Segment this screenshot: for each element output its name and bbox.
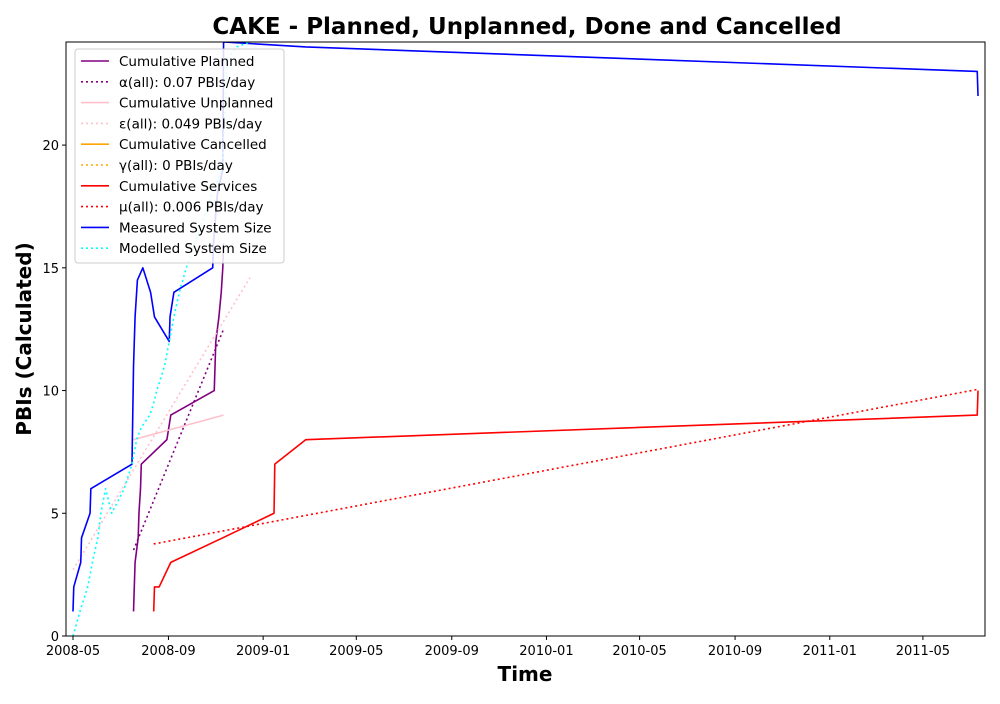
y-tick-label: 5 xyxy=(51,507,59,522)
legend-label: Cumulative Cancelled xyxy=(119,137,267,153)
chart-axes: 2008-05 2008-09 2009-01 2009-05 2009-09 2010-… xyxy=(42,139,950,659)
legend-label: Modelled System Size xyxy=(119,241,267,257)
x-tick-label: 2008-09 xyxy=(141,644,195,659)
y-tick-label: 20 xyxy=(42,139,59,154)
x-tick-label: 2010-09 xyxy=(708,644,762,659)
chart-marks xyxy=(72,42,979,636)
x-tick-label: 2009-05 xyxy=(329,644,383,659)
legend-label: Cumulative Planned xyxy=(119,54,255,70)
legend-label: Measured System Size xyxy=(119,220,272,236)
x-tick-label: 2010-01 xyxy=(519,644,573,659)
series-line-0 xyxy=(132,243,225,612)
plot-frame xyxy=(65,41,986,637)
legend-label: Cumulative Unplanned xyxy=(119,96,273,112)
y-tick-label: 10 xyxy=(42,385,59,400)
x-tick-label: 2010-05 xyxy=(612,644,666,659)
y-tick-label: 15 xyxy=(42,262,59,277)
legend-label: ε(all): 0.049 PBIs/day xyxy=(119,116,262,132)
legend-box xyxy=(74,48,285,264)
x-tick-label: 2009-01 xyxy=(236,644,290,659)
legend-label: μ(all): 0.006 PBIs/day xyxy=(119,200,263,216)
legend-label: α(all): 0.07 PBIs/day xyxy=(119,75,255,91)
y-axis-title: PBIs (Calculated) xyxy=(12,242,36,435)
series-line-2 xyxy=(133,414,224,441)
series-line-3 xyxy=(72,277,251,571)
y-tick-label: 0 xyxy=(51,630,59,645)
series-line-9 xyxy=(72,42,251,636)
x-tick-label: 2011-01 xyxy=(803,644,857,659)
legend: Cumulative Planned α(all): 0.07 PBIs/day C… xyxy=(74,48,285,264)
legend-label: γ(all): 0 PBIs/day xyxy=(119,158,233,174)
x-tick-label: 2011-05 xyxy=(896,644,950,659)
x-tick-label: 2009-09 xyxy=(425,644,479,659)
chart-title: CAKE - Planned, Unplanned, Done and Canc… xyxy=(212,14,841,40)
x-axis-title: Time xyxy=(498,662,553,686)
x-tick-label: 2008-05 xyxy=(46,644,100,659)
legend-label: Cumulative Services xyxy=(119,179,257,195)
